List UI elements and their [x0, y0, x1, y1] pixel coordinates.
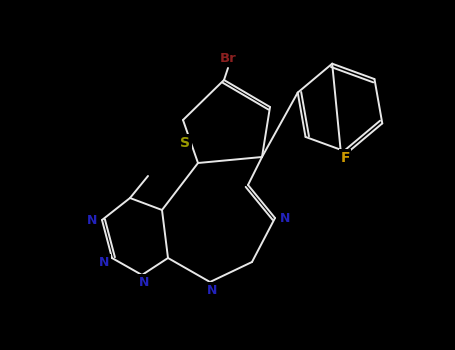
Text: N: N: [87, 214, 97, 226]
Text: S: S: [180, 136, 190, 150]
Text: N: N: [207, 284, 217, 296]
Text: N: N: [280, 211, 290, 224]
Text: N: N: [99, 256, 109, 268]
Text: Br: Br: [220, 51, 237, 64]
Text: F: F: [340, 151, 350, 165]
Text: N: N: [139, 275, 149, 288]
